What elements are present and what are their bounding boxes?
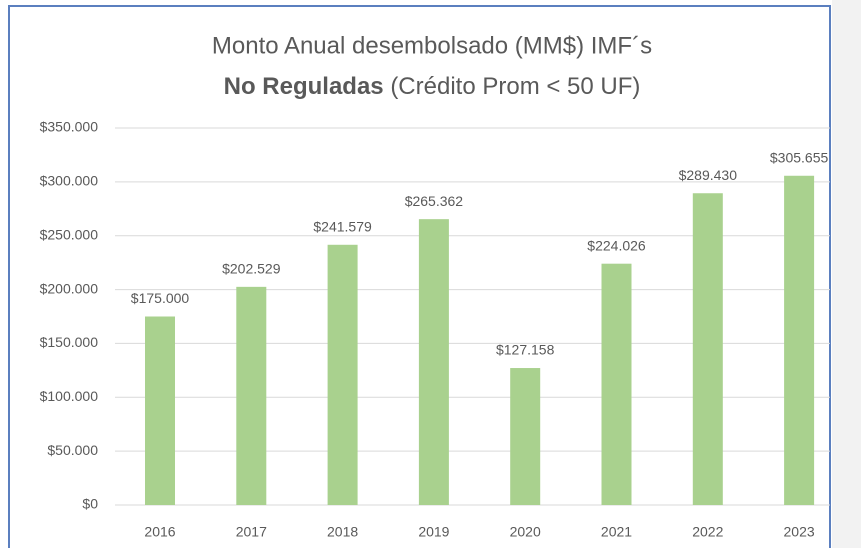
data-label: $289.430 — [679, 167, 738, 183]
subtitle-rest: (Crédito Prom < 50 UF) — [390, 73, 640, 100]
x-tick-label: 2020 — [510, 524, 541, 540]
bar — [510, 368, 541, 505]
bar — [145, 316, 175, 505]
chart-title: Monto Anual desembolsado (MM$) IMF´s — [212, 32, 652, 59]
data-label: $224.026 — [587, 237, 646, 253]
x-tick-label: 2016 — [144, 524, 175, 540]
x-tick-label: 2023 — [784, 524, 815, 540]
data-label: $202.529 — [222, 261, 281, 277]
data-label: $305.655 — [770, 149, 829, 165]
data-label: $265.362 — [405, 193, 464, 209]
bar — [418, 219, 449, 505]
chart-subtitle: No Reguladas (Crédito Prom < 50 UF) — [224, 73, 641, 100]
bar — [327, 244, 358, 505]
x-tick-label: 2021 — [601, 524, 632, 540]
bar — [784, 175, 815, 505]
data-label: $175.000 — [131, 290, 190, 306]
bar — [236, 286, 267, 505]
x-tick-label: 2017 — [236, 524, 267, 540]
y-tick-label: $0 — [82, 496, 98, 512]
y-tick-label: $50.000 — [47, 442, 98, 458]
bar — [601, 263, 632, 505]
y-tick-label: $100.000 — [40, 388, 99, 404]
chart-frame — [8, 5, 831, 548]
y-tick-label: $350.000 — [40, 119, 99, 135]
y-tick-label: $150.000 — [40, 334, 99, 350]
subtitle-bold: No Reguladas — [224, 73, 384, 100]
x-tick-label: 2022 — [692, 524, 723, 540]
bar — [692, 193, 723, 505]
y-tick-label: $200.000 — [40, 280, 99, 296]
data-label: $127.158 — [496, 342, 555, 358]
x-tick-label: 2019 — [418, 524, 449, 540]
x-tick-label: 2018 — [327, 524, 358, 540]
y-tick-label: $300.000 — [40, 173, 99, 189]
y-tick-label: $250.000 — [40, 226, 99, 242]
data-label: $241.579 — [313, 218, 372, 234]
side-panel — [832, 0, 861, 548]
